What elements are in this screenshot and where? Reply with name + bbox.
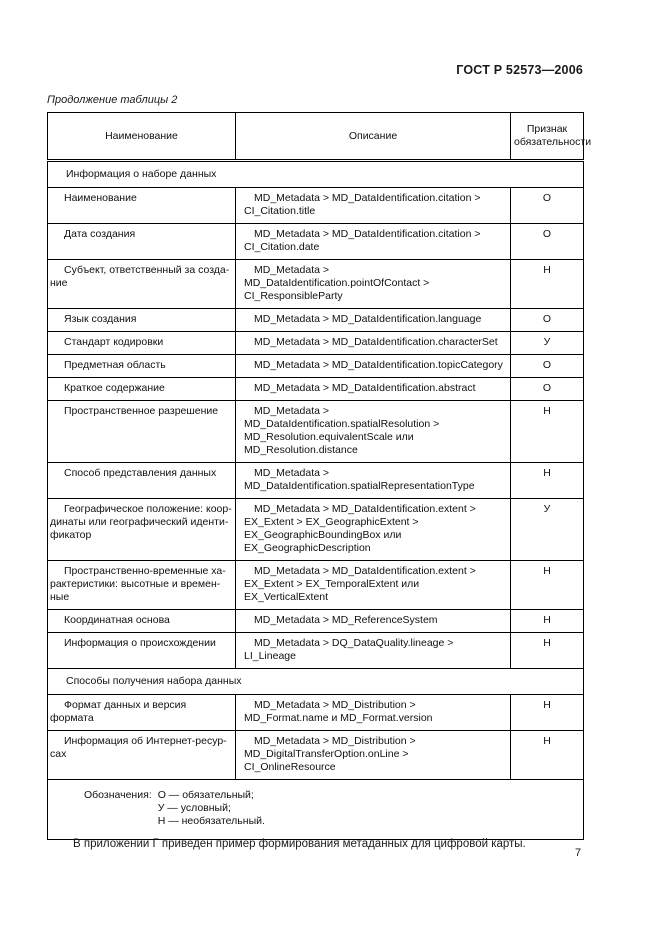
table-row: Формат данных и версия формата MD_Metadat…: [47, 694, 584, 731]
obligation-cell: О: [510, 187, 584, 224]
name-cell: Наименование: [47, 187, 236, 224]
obligation-cell: Н: [510, 694, 584, 731]
description-cell: MD_Metadata > MD_Distribution > MD_Format…: [235, 694, 511, 731]
description-cell: MD_Metadata > MD_DataIdentification.cita…: [235, 187, 511, 224]
description-cell: MD_Metadata > MD_DataIdentification.poin…: [235, 259, 511, 309]
section-label: Информация о наборе данных: [47, 160, 584, 188]
table-row: Язык создания MD_Metadata > MD_DataIdenti…: [47, 308, 584, 332]
obligation-cell: О: [510, 308, 584, 332]
obligation-cell: Н: [510, 632, 584, 669]
name-cell: Координатная основа: [47, 609, 236, 633]
name-cell: Краткое содержание: [47, 377, 236, 401]
name-cell: Информация о происхождении: [47, 632, 236, 669]
name-cell: Способ представления данных: [47, 462, 236, 499]
column-header-description: Описание: [235, 112, 511, 162]
table-row: Предметная область MD_Metadata > MD_DataI…: [47, 354, 584, 378]
table-row: Краткое содержание MD_Metadata > MD_DataI…: [47, 377, 584, 401]
description-cell: MD_Metadata > MD_DataIdentification.char…: [235, 331, 511, 355]
description-cell: MD_Metadata > MD_DataIdentification.abst…: [235, 377, 511, 401]
table-row: Географическое положение: коор-динаты ил…: [47, 498, 584, 561]
table-row: Пространственное разрешение MD_Metadata >…: [47, 400, 584, 463]
legend-label: Обозначения:: [84, 789, 152, 801]
obligation-cell: О: [510, 377, 584, 401]
name-cell: Информация об Интернет-ресур-сах: [47, 730, 236, 780]
name-cell: Географическое положение: коор-динаты ил…: [47, 498, 236, 561]
obligation-cell: Н: [510, 400, 584, 463]
obligation-cell: У: [510, 331, 584, 355]
metadata-table: Наименование Описание Признак обязательн…: [47, 112, 591, 840]
table-row: Наименование MD_Metadata > MD_DataIdentif…: [47, 187, 584, 224]
table-header-row: Наименование Описание Признак обязательн…: [47, 112, 591, 162]
name-cell: Дата создания: [47, 223, 236, 260]
name-cell: Формат данных и версия формата: [47, 694, 236, 731]
description-cell: MD_Metadata > MD_DataIdentification.spati…: [235, 400, 511, 463]
legend: Обозначения: О — обязательный; У — условн…: [84, 789, 579, 828]
name-cell: Предметная область: [47, 354, 236, 378]
legend-items: О — обязательный; У — условный; Н — необяз…: [157, 789, 265, 827]
table-section-row: Способы получения набора данных: [47, 668, 584, 695]
name-cell: Пространственно-временные ха-рактеристик…: [47, 560, 236, 610]
obligation-cell: Н: [510, 560, 584, 610]
name-cell: Язык создания: [47, 308, 236, 332]
page-number: 7: [575, 847, 582, 859]
description-cell: MD_Metadata > MD_DataIdentification.spati…: [235, 462, 511, 499]
obligation-cell: О: [510, 223, 584, 260]
section-label: Способы получения набора данных: [47, 668, 584, 695]
table-row: Информация о происхождении MD_Metadata > …: [47, 632, 584, 669]
description-cell: MD_Metadata > MD_DataIdentification.lang…: [235, 308, 511, 332]
obligation-cell: Н: [510, 730, 584, 780]
column-header-name: Наименование: [47, 112, 236, 162]
table-row: Пространственно-временные ха-рактеристик…: [47, 560, 584, 610]
table-row: Координатная основа MD_Metadata > MD_Refe…: [47, 609, 584, 633]
table-row: Стандарт кодировки MD_Metadata > MD_DataI…: [47, 331, 584, 355]
description-cell: MD_Metadata > MD_DataIdentification.exte…: [235, 498, 511, 561]
table-row: Субъект, ответственный за созда-ние MD_Me…: [47, 259, 584, 309]
table-caption: Продолжение таблицы 2: [47, 94, 178, 106]
description-cell: MD_Metadata > MD_DataIdentification.cita…: [235, 223, 511, 260]
appendix-note: В приложении Г приведен пример формирова…: [73, 837, 526, 850]
description-cell: MD_Metadata > MD_Distribution > MD_Digita…: [235, 730, 511, 780]
obligation-cell: О: [510, 354, 584, 378]
legend-row: Обозначения: О — обязательный; У — условн…: [47, 779, 584, 840]
document-number: ГОСТ Р 52573—2006: [456, 63, 583, 77]
table-row: Информация об Интернет-ресур-сах MD_Metad…: [47, 730, 584, 780]
obligation-cell: Н: [510, 259, 584, 309]
obligation-cell: Н: [510, 609, 584, 633]
table-section-row: Информация о наборе данных: [47, 160, 584, 188]
description-cell: MD_Metadata > MD_ReferenceSystem: [235, 609, 511, 633]
description-cell: MD_Metadata > DQ_DataQuality.lineage > L…: [235, 632, 511, 669]
obligation-cell: Н: [510, 462, 584, 499]
column-header-obligation: Признак обязательности: [510, 112, 591, 162]
name-cell: Пространственное разрешение: [47, 400, 236, 463]
name-cell: Стандарт кодировки: [47, 331, 236, 355]
table-row: Способ представления данных MD_Metadata >…: [47, 462, 584, 499]
description-cell: MD_Metadata > MD_DataIdentification.exte…: [235, 560, 511, 610]
name-cell: Субъект, ответственный за созда-ние: [47, 259, 236, 309]
obligation-cell: У: [510, 498, 584, 561]
description-cell: MD_Metadata > MD_DataIdentification.topi…: [235, 354, 511, 378]
table-row: Дата создания MD_Metadata > MD_DataIdenti…: [47, 223, 584, 260]
